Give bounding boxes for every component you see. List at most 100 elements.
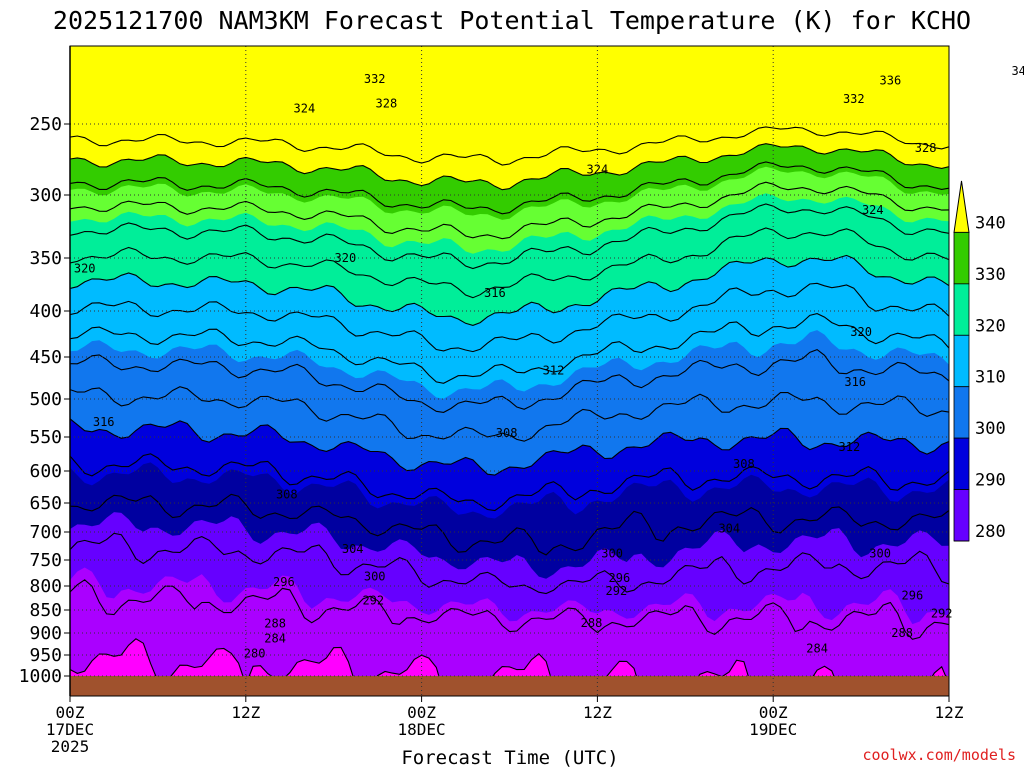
y-tick-label: 950 xyxy=(29,645,62,666)
isentrope-340K xyxy=(70,143,949,191)
y-tick-label: 250 xyxy=(29,114,62,135)
contour-label-300: 300 xyxy=(869,546,891,560)
colorbar: 340 330 320 310 300 290 280 xyxy=(953,180,1006,542)
x-tick-label: 00Z xyxy=(407,703,436,722)
isentrope-344K xyxy=(70,126,949,166)
colorbar-label: 280 xyxy=(975,522,1006,542)
colorbar-block xyxy=(953,232,970,285)
contour-label-284: 284 xyxy=(264,631,286,645)
y-tick-label: 450 xyxy=(29,347,62,368)
x-tick-label: 2025 xyxy=(51,737,90,756)
isentrope-320K xyxy=(70,254,949,326)
colorbar-block xyxy=(953,386,970,439)
isentrope-308K xyxy=(70,348,949,413)
contour-label-280: 280 xyxy=(244,647,266,661)
contour-label-312: 312 xyxy=(839,440,861,454)
x-tick-label: 17DEC xyxy=(46,720,94,739)
x-tick-label: 18DEC xyxy=(398,720,446,739)
contour-label-304: 304 xyxy=(342,542,364,556)
contour-label-324: 324 xyxy=(587,162,609,176)
contour-label-292: 292 xyxy=(362,593,384,607)
y-axis: 2503003504004505005506006507007508008509… xyxy=(19,114,70,687)
isentropes xyxy=(70,126,949,696)
contour-label-288: 288 xyxy=(891,626,913,640)
y-tick-label: 500 xyxy=(29,389,62,410)
contour-label-328: 328 xyxy=(915,141,937,155)
y-tick-label: 600 xyxy=(29,461,62,482)
y-tick-label: 1000 xyxy=(19,666,62,687)
colorbar-block xyxy=(953,489,970,542)
contour-labels: 340 336 332 332 328 328 324 324 324 320 320 320 316 3… xyxy=(74,64,1024,661)
chart-title: 2025121700 NAM3KM Forecast Potential Tem… xyxy=(53,6,971,35)
ground-surface xyxy=(70,676,949,696)
colorbar-block xyxy=(953,437,970,490)
y-tick-label: 300 xyxy=(29,185,62,206)
x-tick-label: 00Z xyxy=(759,703,788,722)
colorbar-label: 330 xyxy=(975,265,1006,285)
y-tick-label: 850 xyxy=(29,600,62,621)
y-tick-label: 800 xyxy=(29,576,62,597)
contour-label-300: 300 xyxy=(601,546,623,560)
contour-label-320: 320 xyxy=(74,262,96,276)
isentrope-284K xyxy=(70,579,949,640)
isentrope-300K xyxy=(70,418,949,476)
y-tick-label: 750 xyxy=(29,550,62,571)
y-tick-label: 700 xyxy=(29,522,62,543)
contour-label-332: 332 xyxy=(364,72,386,86)
contour-label-316: 316 xyxy=(484,286,506,300)
temperature-bands xyxy=(70,46,949,696)
colorbar-block xyxy=(953,334,970,388)
y-tick-label: 650 xyxy=(29,493,62,514)
contour-label-316: 316 xyxy=(844,375,866,389)
contour-label-296: 296 xyxy=(273,575,295,589)
contour-label-332: 332 xyxy=(843,92,865,106)
contour-label-340: 340 xyxy=(1011,64,1024,78)
x-tick-label: 12Z xyxy=(935,703,964,722)
isentrope-288K xyxy=(70,532,949,595)
isentrope-304K xyxy=(70,386,949,442)
colorbar-label: 320 xyxy=(975,316,1006,336)
contour-label-296: 296 xyxy=(609,571,631,585)
contour-label-296: 296 xyxy=(902,589,924,603)
colorbar-label: 300 xyxy=(975,419,1006,439)
x-axis-label: Forecast Time (UTC) xyxy=(401,747,618,768)
colorbar-label: 290 xyxy=(975,471,1006,491)
x-tick-label: 19DEC xyxy=(749,720,797,739)
colorbar-label: 310 xyxy=(975,368,1006,388)
contour-label-308: 308 xyxy=(496,426,518,440)
contour-label-312: 312 xyxy=(543,363,565,377)
grid-lines xyxy=(70,46,950,696)
y-tick-label: 350 xyxy=(29,248,62,269)
contour-label-324: 324 xyxy=(862,203,884,217)
isentrope-292K xyxy=(70,493,949,556)
contour-label-336: 336 xyxy=(880,73,902,87)
isentrope-324K xyxy=(70,227,949,299)
isentrope-328K xyxy=(70,203,949,270)
contour-label-292: 292 xyxy=(606,584,628,598)
contour-label-320: 320 xyxy=(335,251,357,265)
colorbar-label: 340 xyxy=(975,213,1006,233)
y-tick-label: 550 xyxy=(29,427,62,448)
y-tick-label: 400 xyxy=(29,301,62,322)
contour-label-284: 284 xyxy=(806,641,828,655)
y-tick-label: 900 xyxy=(29,623,62,644)
contour-label-308: 308 xyxy=(733,457,755,471)
isentrope-316K xyxy=(70,282,949,353)
isentrope-312K xyxy=(70,313,949,384)
x-tick-label: 00Z xyxy=(56,703,85,722)
x-tick-label: 12Z xyxy=(583,703,612,722)
credit-text: coolwx.com/models xyxy=(862,746,1016,764)
contour-label-292: 292 xyxy=(931,607,953,621)
contour-label-304: 304 xyxy=(718,522,740,536)
contour-label-316: 316 xyxy=(93,415,115,429)
contour-label-320: 320 xyxy=(850,325,872,339)
isentrope-332K xyxy=(70,181,949,240)
contour-label-308: 308 xyxy=(276,488,298,502)
contour-label-324: 324 xyxy=(294,101,316,115)
colorbar-block xyxy=(953,283,970,336)
contour-label-328: 328 xyxy=(376,97,398,111)
isentrope-336K xyxy=(70,161,949,215)
contour-label-288: 288 xyxy=(581,616,603,630)
